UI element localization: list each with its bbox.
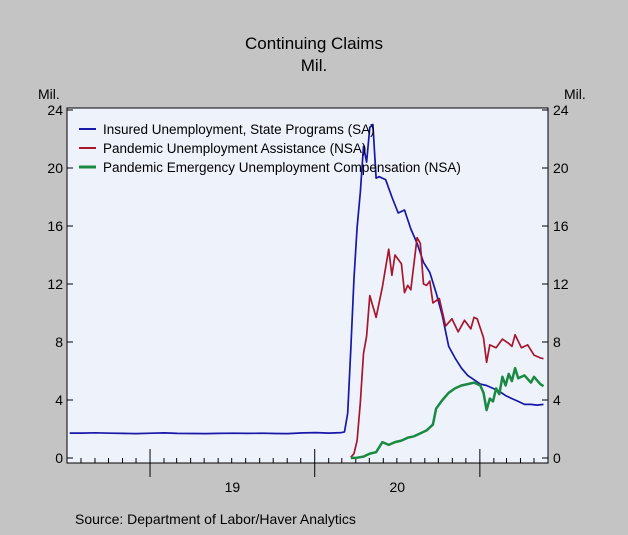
- y-tick-label-left: 8: [55, 334, 63, 350]
- legend-label-1: Insured Unemployment, State Programs (SA…: [103, 122, 375, 137]
- y-tick-label-right: 24: [553, 102, 569, 118]
- y-tick-label-right: 16: [553, 218, 569, 234]
- legend-label-3: Pandemic Emergency Unemployment Compensa…: [103, 160, 461, 175]
- chart-title: Continuing Claims: [245, 34, 383, 53]
- plot-area: [66, 107, 549, 464]
- y-tick-label-right: 0: [553, 450, 561, 466]
- y-axis-right-unit: Mil.: [564, 86, 586, 102]
- y-tick-label-left: 24: [47, 102, 63, 118]
- series-lines: [69, 123, 545, 460]
- source-note: Source: Department of Labor/Haver Analyt…: [75, 511, 356, 527]
- y-tick-label-right: 4: [553, 392, 561, 408]
- series-line-1: [69, 123, 544, 435]
- y-tick-label-left: 4: [55, 392, 63, 408]
- y-tick-label-left: 12: [47, 276, 63, 292]
- chart-subtitle: Mil.: [301, 56, 327, 75]
- y-tick-label-left: 0: [55, 450, 63, 466]
- x-axis: 19 20: [66, 449, 549, 495]
- y-axis: 0 0 4 4 8 8 12 12 16 16 20 20 24 24: [47, 102, 568, 466]
- y-tick-label-right: 12: [553, 276, 569, 292]
- x-tick-label: 19: [225, 479, 241, 495]
- series-line-2: [350, 236, 544, 458]
- y-tick-label-left: 16: [47, 218, 63, 234]
- legend-label-2: Pandemic Unemployment Assistance (NSA): [103, 141, 366, 156]
- y-axis-left-unit: Mil.: [38, 86, 60, 102]
- legend: Insured Unemployment, State Programs (SA…: [79, 122, 461, 175]
- y-tick-label-right: 8: [553, 334, 561, 350]
- y-tick-label-left: 20: [47, 160, 63, 176]
- series-line-3: [350, 366, 545, 460]
- y-tick-label-right: 20: [553, 160, 569, 176]
- x-tick-label: 20: [390, 479, 406, 495]
